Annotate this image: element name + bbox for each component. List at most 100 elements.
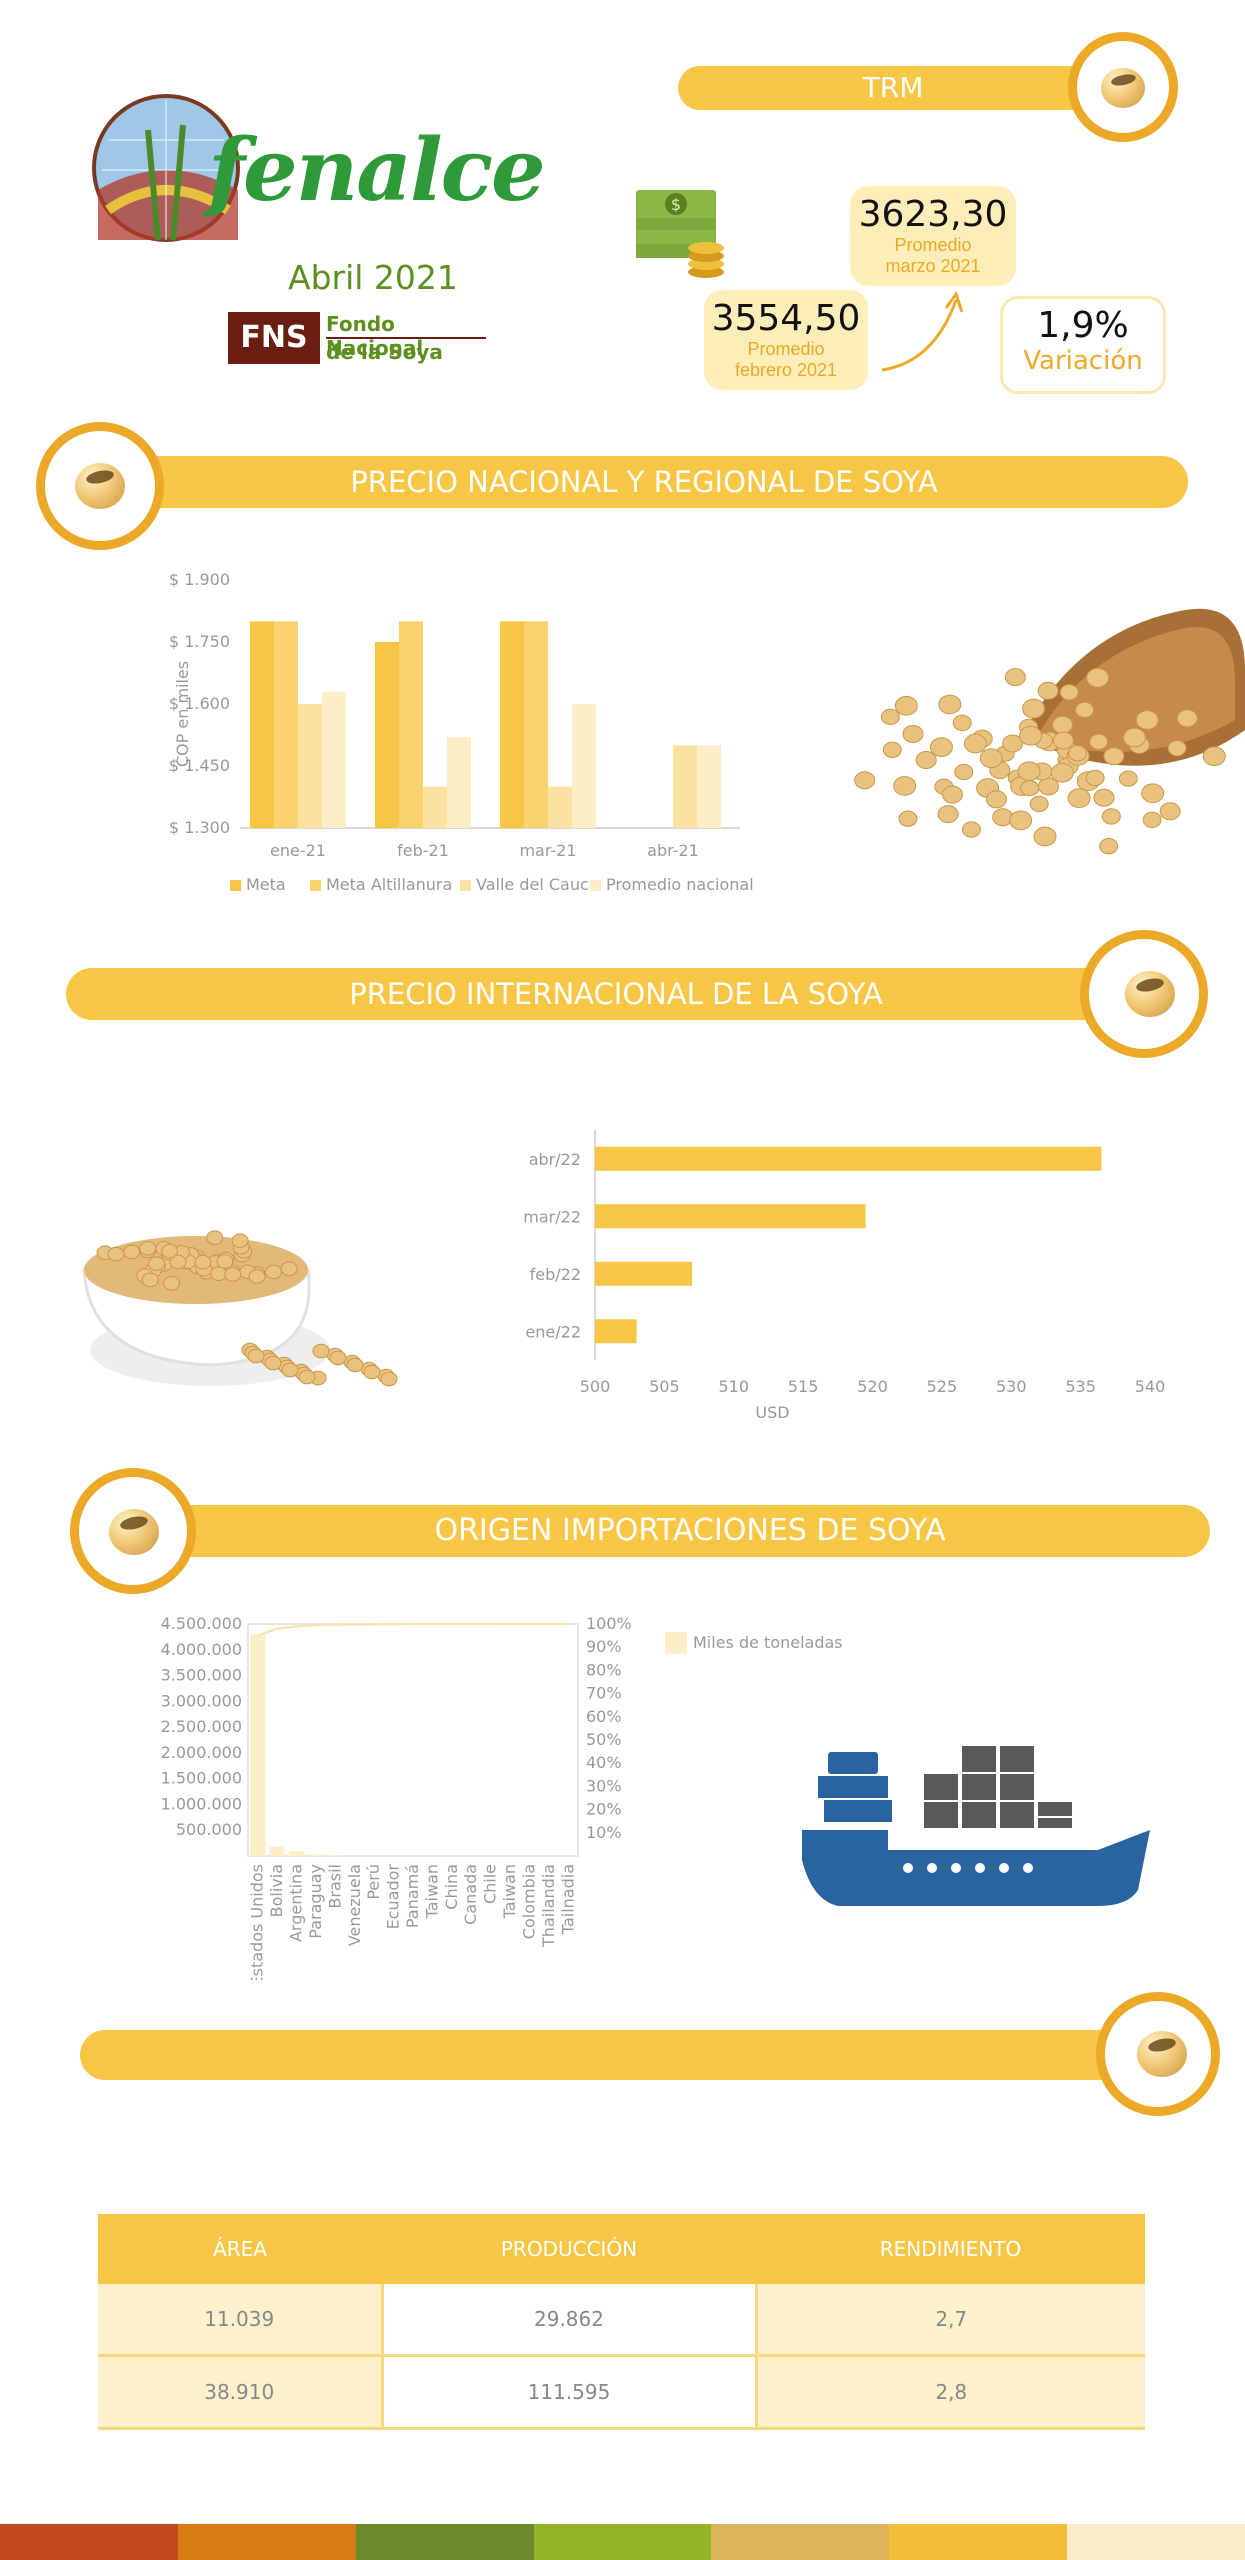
x-tick-label: Panamá [403, 1864, 422, 1928]
soy-bean-icon [1002, 734, 1024, 753]
trm-feb-label-2: febrero 2021 [734, 360, 838, 380]
soy-bean-icon [169, 1254, 187, 1270]
soy-bean-icon [1009, 810, 1033, 831]
soy-bean-icon [264, 1355, 282, 1371]
cargo-ship-icon [802, 1746, 1150, 1906]
bar-valle-del-cauca [423, 786, 447, 828]
soy-bean-icon [938, 694, 962, 715]
footer-stripe-segment [1067, 2524, 1245, 2560]
trm-feb-label-1: Promedio [747, 339, 825, 359]
x-tick-label: ene-21 [270, 841, 326, 860]
logo: fenalce Abril 2021 [88, 90, 546, 297]
legend-entry: Meta Altillanura [326, 875, 452, 894]
x-tick-label: 535 [1065, 1377, 1096, 1396]
trm-feb-bubble: 3554,50 Promedio febrero 2021 [704, 290, 868, 390]
y2-tick-label: 100% [586, 1614, 632, 1633]
soy-bean-icon [231, 1233, 249, 1248]
trm-feb-value: 3554,50 [711, 298, 861, 339]
x-tick-label: Venezuela [345, 1864, 364, 1946]
soy-bean-icon [915, 750, 937, 769]
brand-name: fenalce [208, 120, 546, 221]
y-tick-label: mar/22 [523, 1207, 581, 1226]
x-tick-label: Bolivia [267, 1864, 286, 1917]
bar-promedio-nacional [322, 691, 346, 828]
x-tick-label: Perú [364, 1864, 383, 1900]
bar-mar-22 [595, 1204, 866, 1229]
national-title: PRECIO NACIONAL Y REGIONAL DE SOYA [350, 465, 938, 499]
table-cell: 11.039 [98, 2284, 382, 2357]
soy-bean-icon [1122, 727, 1146, 748]
soy-bean-icon [107, 1246, 125, 1262]
bar-valle-del-cauca [548, 786, 572, 828]
soy-bean-icon [1176, 709, 1198, 728]
x-tick-label: 540 [1135, 1377, 1166, 1396]
y-tick-label: $ 1.750 [170, 632, 230, 651]
soy-bean-icon [979, 748, 1003, 769]
x-tick-label: Argentina [287, 1864, 306, 1942]
y2-tick-label: 10% [586, 1823, 622, 1842]
trm-title: TRM [862, 71, 924, 104]
y-tick-label: ene/22 [525, 1322, 581, 1341]
x-axis-label: USD [755, 1403, 789, 1422]
x-tick-label: Thailandia [539, 1864, 558, 1948]
fns-logo: FNS Fondo Nacional de la Soya [228, 312, 488, 366]
soy-bean-icon [1059, 684, 1079, 701]
soy-bean-icon [954, 763, 974, 781]
x-tick-label: Taiwan [422, 1864, 441, 1919]
soy-bean-icon [1093, 788, 1115, 807]
international-title: PRECIO INTERNACIONAL DE LA SOYA [349, 977, 883, 1011]
imports-ring [70, 1468, 196, 1594]
soy-bean-icon [224, 1267, 242, 1282]
soy-bean-icon [1075, 701, 1095, 719]
legend-entry: Miles de toneladas [693, 1633, 843, 1652]
x-tick-label: mar-21 [519, 841, 576, 860]
soy-bean-icon [1067, 788, 1091, 809]
footer-stripe-segment [711, 2524, 890, 2560]
x-tick-label: Chile [481, 1864, 500, 1904]
x-tick-label: Canada [461, 1864, 480, 1925]
table-cell: 111.595 [380, 2355, 758, 2430]
footer-stripe-segment [0, 2524, 178, 2560]
trm-march-label-2: marzo 2021 [885, 256, 981, 276]
y-tick-label: 4.000.000 [161, 1640, 242, 1659]
soy-bean-icon [363, 1364, 381, 1380]
trm-variation-bubble: 1,9% Variación [1000, 296, 1166, 394]
column-header-area: ÁREA [98, 2214, 382, 2284]
soy-bean-icon [1085, 769, 1105, 787]
fns-divider [326, 337, 486, 339]
x-tick-label: abr-21 [647, 841, 699, 860]
report-date: Abril 2021 [288, 258, 458, 297]
y2-tick-label: 90% [586, 1637, 622, 1656]
soy-bean-icon [210, 1266, 228, 1282]
soy-bean-icon [894, 695, 918, 716]
x-tick-label: Brasil [325, 1864, 344, 1909]
column-header-rendimiento: RENDIMIENTO [756, 2214, 1145, 2284]
soy-bean-icon [161, 1243, 179, 1259]
soy-bean-icon [194, 1254, 212, 1270]
x-tick-label: 530 [996, 1377, 1027, 1396]
soy-bean-icon [937, 805, 959, 824]
imports-title: ORIGEN IMPORTACIONES DE SOYA [434, 1513, 946, 1548]
x-tick-label: 525 [927, 1377, 958, 1396]
footer-color-stripe [0, 2524, 1245, 2560]
x-tick-label: 500 [580, 1377, 611, 1396]
soy-bean-icon [1118, 770, 1138, 787]
soy-bean-icon [312, 1343, 330, 1359]
soy-bean-icon [1020, 779, 1040, 797]
legend-swatch [230, 880, 241, 891]
bar-import [327, 1855, 344, 1856]
y2-tick-label: 50% [586, 1730, 622, 1749]
soy-bean-icon [380, 1371, 398, 1387]
column-header-produccion: PRODUCCIÓN [382, 2214, 756, 2284]
bar-feb-22 [595, 1261, 693, 1286]
soy-bean-icon [1037, 681, 1059, 700]
soy-bean-icon [216, 1254, 234, 1269]
international-ring [1080, 930, 1208, 1058]
soy-bean-icon [1142, 811, 1162, 828]
money-icon: $ [636, 190, 724, 278]
trm-march-value: 3623,30 [858, 194, 1008, 235]
x-tick-label: Colombia [519, 1864, 538, 1939]
x-tick-label: Paraguay [306, 1864, 325, 1939]
table-cell: 2,7 [756, 2284, 1145, 2357]
imports-band: ORIGEN IMPORTACIONES DE SOYA [100, 1505, 1210, 1557]
